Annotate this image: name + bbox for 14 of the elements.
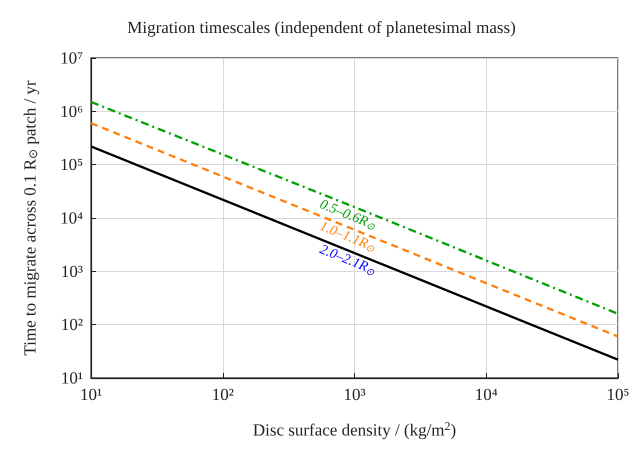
y-tick-label: 10⁷ [60,48,84,68]
y-tick-label: 10⁶ [60,102,84,121]
y-tick-label: 10⁴ [60,208,84,228]
y-axis-title: Time to migrate across 0.1 R⊙ patch / yr [20,80,40,356]
x-tick-label: 10² [212,385,234,404]
x-tick-label: 10³ [343,385,366,404]
y-tick-label: 10⁵ [60,155,84,174]
x-tick-label: 10⁴ [474,385,498,404]
y-tick-label: 10³ [60,262,83,281]
chart-title: Migration timescales (independent of planetesimal mass) [127,18,516,37]
x-tick-label: 10⁵ [606,385,630,404]
x-tick-label: 10¹ [80,385,102,404]
y-tick-label: 10² [60,315,83,334]
y-tick-label: 10¹ [60,368,83,388]
